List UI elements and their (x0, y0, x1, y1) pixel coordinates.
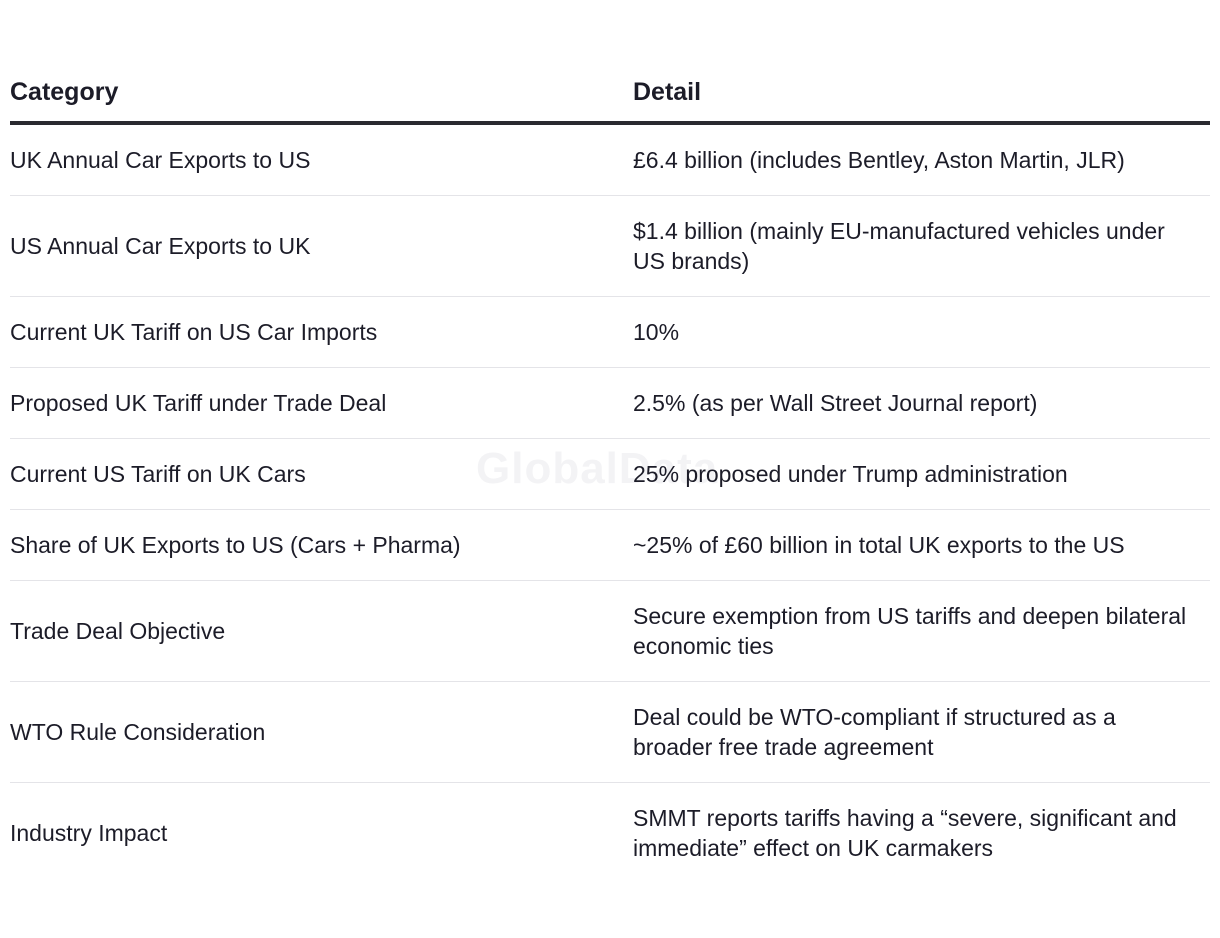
cell-detail: SMMT reports tariffs having a “severe, s… (633, 805, 1177, 861)
table-row: WTO Rule Consideration Deal could be WTO… (10, 681, 1210, 783)
table-row: Share of UK Exports to US (Cars + Pharma… (10, 509, 1210, 581)
table-row: Current US Tariff on UK Cars 25% propose… (10, 438, 1210, 510)
table-header: Category Detail (10, 60, 1210, 125)
table-row: Industry Impact SMMT reports tariffs hav… (10, 783, 1210, 884)
cell-category: UK Annual Car Exports to US (10, 123, 633, 196)
table-row: US Annual Car Exports to UK $1.4 billion… (10, 195, 1210, 297)
table-row: UK Annual Car Exports to US £6.4 billion… (10, 123, 1210, 196)
table-header-row: Category Detail (10, 60, 1210, 125)
table-row: Proposed UK Tariff under Trade Deal 2.5%… (10, 367, 1210, 439)
cell-category: Proposed UK Tariff under Trade Deal (10, 367, 633, 439)
cell-detail: $1.4 billion (mainly EU-manufactured veh… (633, 195, 1210, 297)
cell-detail: £6.4 billion (includes Bentley, Aston Ma… (633, 123, 1210, 196)
cell-detail: Secure exemption from US tariffs and dee… (633, 580, 1210, 682)
column-header-detail: Detail (633, 60, 1210, 125)
cell-category: WTO Rule Consideration (10, 681, 633, 783)
cell-detail: 2.5% (as per Wall Street Journal report) (633, 367, 1210, 439)
cell-category: Trade Deal Objective (10, 580, 633, 682)
cell-detail: ~25% of £60 billion in total UK exports … (633, 509, 1210, 581)
cell-category: Current UK Tariff on US Car Imports (10, 296, 633, 368)
cell-detail: Deal could be WTO-compliant if structure… (633, 681, 1210, 783)
cell-detail: 25% proposed under Trump administration (633, 438, 1210, 510)
column-header-category: Category (10, 60, 633, 125)
cell-detail: 10% (633, 296, 1210, 368)
table-row: Current UK Tariff on US Car Imports 10% (10, 296, 1210, 368)
table-row: Trade Deal Objective Secure exemption fr… (10, 580, 1210, 682)
cell-category: Share of UK Exports to US (Cars + Pharma… (10, 509, 633, 581)
cell-category: US Annual Car Exports to UK (10, 195, 633, 297)
data-table: Category Detail UK Annual Car Exports to… (10, 60, 1210, 883)
table-body: UK Annual Car Exports to US £6.4 billion… (10, 123, 1210, 883)
cell-category: Current US Tariff on UK Cars (10, 438, 633, 510)
data-table-container: Category Detail UK Annual Car Exports to… (10, 60, 1210, 883)
cell-category: Industry Impact (10, 820, 168, 846)
